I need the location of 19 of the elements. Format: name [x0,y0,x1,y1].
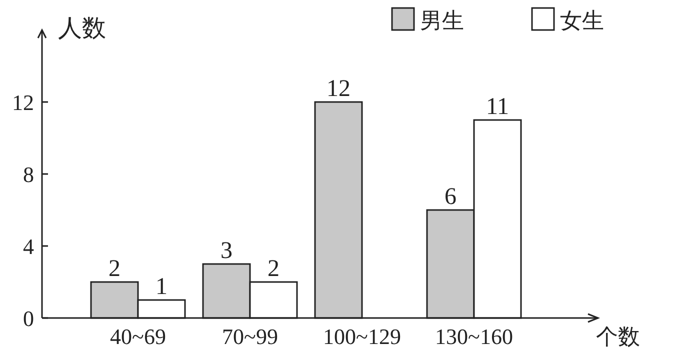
x-axis-title: 个数 [596,324,640,349]
x-tick-label: 130~160 [435,324,513,349]
data-label: 2 [108,256,120,282]
y-tick-label: 4 [23,234,34,259]
data-label: 12 [326,76,350,102]
x-tick-label: 70~99 [222,324,278,349]
data-label: 6 [444,184,456,210]
data-label: 2 [268,256,280,282]
data-label: 3 [220,238,232,264]
y-tick-label: 8 [23,162,34,187]
x-tick-label: 100~129 [323,324,401,349]
y-axis-title: 人数 [58,16,106,42]
x-tick-label: 40~69 [110,324,166,349]
data-label: 11 [486,94,510,120]
y-tick-label: 12 [12,90,34,115]
legend-label: 女生 [560,8,604,33]
data-label: 1 [156,274,168,300]
y-tick-label: 0 [23,306,34,331]
legend-label: 男生 [420,8,464,33]
